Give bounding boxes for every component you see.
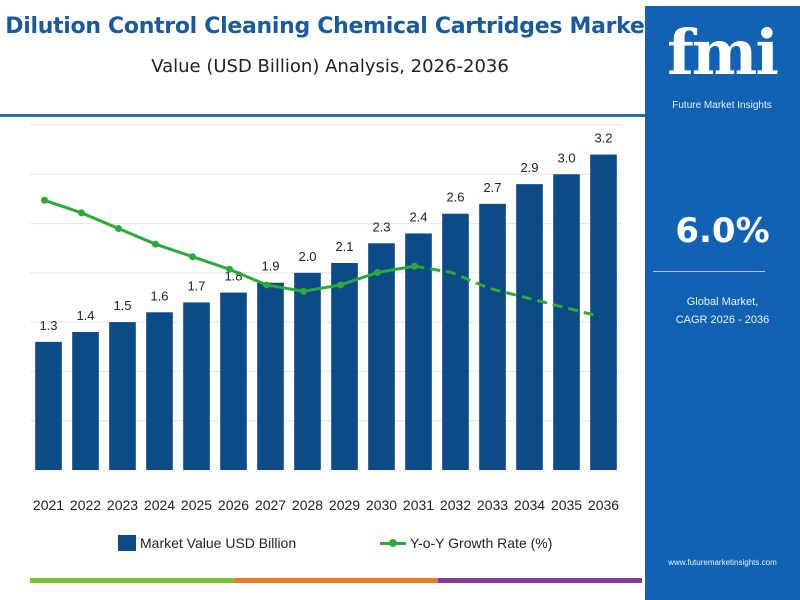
x-tick-2032: 2032 — [440, 497, 471, 513]
bar-2033 — [479, 203, 506, 470]
x-tick-2035: 2035 — [551, 497, 582, 513]
bar-value-label-2025: 1.7 — [187, 278, 205, 293]
bar-value-label-2033: 2.7 — [483, 180, 501, 195]
bar-value-label-2035: 3.0 — [557, 150, 575, 165]
x-tick-2028: 2028 — [292, 497, 323, 513]
cagr-label-line1: Global Market, — [686, 296, 759, 308]
growth-point-2031 — [411, 262, 418, 270]
x-tick-2021: 2021 — [33, 497, 64, 513]
logo-wordmark: fmi — [667, 16, 779, 89]
x-tick-2030: 2030 — [366, 497, 397, 513]
growth-point-2030 — [374, 268, 381, 276]
bar-value-label-2023: 1.5 — [113, 298, 131, 313]
x-tick-2023: 2023 — [107, 497, 138, 513]
growth-point-2021 — [41, 196, 48, 204]
bar-value-label-2021: 1.3 — [39, 318, 57, 333]
chart-plot: 1.31.41.51.61.71.81.92.02.12.32.42.62.72… — [30, 124, 622, 513]
growth-line-dashed — [414, 264, 600, 318]
bar-2022 — [72, 332, 99, 470]
growth-point-2029 — [337, 281, 344, 289]
bar-2035 — [553, 174, 580, 471]
bar-value-label-2030: 2.3 — [372, 219, 390, 234]
logo-subtitle: Future Market Insights — [672, 100, 772, 111]
x-tick-2031: 2031 — [403, 497, 434, 513]
x-tick-2033: 2033 — [477, 497, 508, 513]
x-tick-2026: 2026 — [218, 497, 249, 513]
growth-line-series — [41, 196, 600, 318]
growth-point-2025 — [189, 253, 196, 261]
strip-segment-orange — [234, 578, 438, 583]
x-tick-2025: 2025 — [181, 497, 212, 513]
bar-2032 — [442, 213, 469, 470]
growth-point-2024 — [152, 240, 159, 248]
bar-series — [35, 154, 617, 471]
bar-2021 — [35, 341, 62, 470]
bar-value-label-2034: 2.9 — [520, 160, 538, 175]
x-tick-2034: 2034 — [514, 497, 545, 513]
x-axis-ticks: 2021 2022 2023 2024 2025 2026 2027 2028 2029 2030… — [33, 497, 619, 513]
title-divider — [0, 114, 645, 117]
growth-point-2027 — [263, 281, 270, 289]
x-tick-2027: 2027 — [255, 497, 286, 513]
bar-2034 — [516, 184, 543, 470]
strip-segment-green — [30, 578, 234, 583]
legend-label-market-value: Market Value USD Billion — [140, 535, 297, 551]
legend-bar-swatch — [118, 535, 136, 551]
growth-point-2026 — [226, 265, 233, 273]
growth-point-2028 — [300, 287, 307, 295]
chart-title: Dilution Control Cleaning Chemical Cartr… — [5, 14, 655, 39]
bar-2027 — [257, 282, 284, 470]
chart-subtitle: Value (USD Billion) Analysis, 2026-2036 — [151, 56, 509, 77]
bar-value-label-2028: 2.0 — [298, 249, 316, 264]
bar-2023 — [109, 322, 136, 470]
growth-point-2022 — [78, 209, 85, 217]
bar-value-label-2024: 1.6 — [150, 288, 168, 303]
bar-2024 — [146, 312, 173, 470]
bar-value-label-2029: 2.1 — [335, 239, 353, 254]
bar-value-label-2027: 1.9 — [261, 259, 279, 274]
cagr-value: 6.0% — [675, 211, 770, 251]
chart-legend: Market Value USD Billion Y-o-Y Growth Ra… — [0, 530, 645, 556]
growth-point-2023 — [115, 225, 122, 232]
bar-2028 — [294, 272, 321, 470]
bar-2029 — [331, 263, 358, 470]
legend-line-swatch — [380, 535, 406, 551]
bar-value-labels: 1.31.41.51.61.71.81.92.02.12.32.42.62.72… — [39, 131, 612, 333]
x-tick-2024: 2024 — [144, 497, 175, 513]
bar-value-label-2022: 1.4 — [76, 308, 94, 323]
side-panel: fmi Future Market Insights 6.0% Global M… — [645, 6, 800, 600]
website-url: www.futuremarketinsights.com — [668, 558, 777, 567]
bar-value-label-2031: 2.4 — [409, 209, 427, 224]
fmi-logo: fmi Future Market Insights — [653, 18, 791, 128]
bar-2031 — [405, 233, 432, 470]
legend-label-growth-rate: Y-o-Y Growth Rate (%) — [410, 535, 553, 551]
legend-item-market-value: Market Value USD Billion — [118, 530, 296, 556]
bar-2026 — [220, 292, 247, 470]
bar-value-label-2032: 2.6 — [446, 190, 464, 205]
bar-2030 — [368, 243, 395, 470]
strip-segment-purple — [438, 578, 642, 583]
bottom-color-strip — [30, 578, 642, 583]
bar-2036 — [590, 154, 617, 471]
panel-divider — [653, 271, 765, 272]
x-tick-2022: 2022 — [70, 497, 101, 513]
x-tick-2036: 2036 — [588, 497, 619, 513]
legend-item-growth-rate: Y-o-Y Growth Rate (%) — [380, 530, 552, 556]
bar-value-label-2036: 3.2 — [594, 131, 612, 146]
bar-2025 — [183, 302, 210, 470]
cagr-label-line2: CAGR 2026 - 2036 — [675, 314, 770, 326]
x-tick-2029: 2029 — [329, 497, 360, 513]
